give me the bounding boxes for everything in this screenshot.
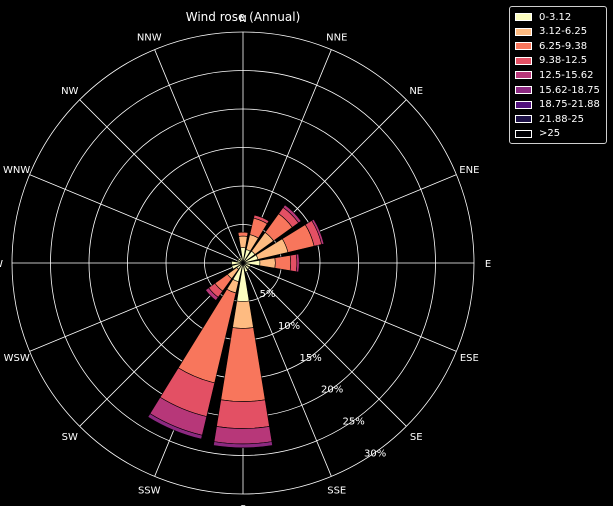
legend-swatch [515,42,532,51]
wind-bar-segment [289,254,298,272]
direction-label: WNW [3,165,30,176]
wind-bar-segment [238,235,248,249]
legend-swatch [515,129,532,138]
radial-tick-label: 25% [343,417,365,428]
legend-label: 9.38-12.5 [539,55,588,67]
wind-bar-segment [274,255,292,271]
legend-label: 21.88-25 [539,113,584,125]
labels-layer: N NNE NE ENE E ESE SE SSE S SSW SW WSW W WNW NW NNW 5% 10… [0,14,491,506]
radial-tick-label: 30% [364,449,386,460]
grid-spoke [242,262,407,427]
radial-tick-label: 20% [321,385,343,396]
legend-label: 15.62-18.75 [539,84,600,96]
legend-item: 3.12-6.25 [515,25,587,39]
direction-label: WSW [4,353,30,364]
legend-item: 6.25-9.38 [515,39,587,53]
direction-label: ESE [460,353,479,364]
direction-label: SE [410,432,423,443]
wind-bar-segment [205,287,219,301]
wind-bar-segment [232,300,254,329]
grid-spoke [242,262,457,352]
direction-label: NE [409,86,423,97]
grid-spoke [79,99,244,264]
wind-bar-segment [239,256,244,264]
legend: 0-3.12 3.12-6.25 6.25-9.38 9.38-12.5 12.5-15… [509,6,607,144]
legend-item: 0-3.12 [515,10,571,24]
legend-swatch [515,100,532,109]
direction-label: SW [62,432,78,443]
legend-item: 12.5-15.62 [515,68,594,82]
wind-bar-segment [311,218,325,245]
direction-label: E [485,259,491,270]
grid-spoke [154,49,244,264]
grid-spoke [29,262,244,352]
wind-bar-segment [216,399,270,429]
legend-label: 3.12-6.25 [539,26,588,38]
direction-label: SSE [327,485,346,496]
legend-swatch [515,56,532,65]
bars-layer [147,204,325,449]
legend-label: 6.25-9.38 [539,40,588,52]
legend-swatch [515,27,532,36]
direction-label: NNE [326,33,347,44]
direction-label: ENE [459,165,479,176]
chart-title: Wind rose (Annual) [186,10,301,24]
direction-label: N [239,14,246,25]
legend-swatch [515,13,532,21]
wind-bar-segment [213,426,273,445]
radial-tick-label: 10% [278,321,300,332]
grid-spoke [242,262,332,477]
wind-bar-segment [295,253,300,273]
radial-tick-label: 15% [299,353,321,364]
direction-label: NW [61,86,78,97]
legend-item: 18.75-21.88 [515,98,600,112]
direction-label: S [240,504,246,506]
grid-spoke [29,174,244,264]
legend-label: 12.5-15.62 [539,69,594,81]
legend-item: 21.88-25 [515,112,584,126]
legend-swatch [515,115,532,124]
legend-item: 9.38-12.5 [515,54,587,68]
direction-label: NNW [137,33,162,44]
legend-swatch [515,86,532,94]
legend-label: 0-3.12 [539,11,572,23]
wind-bar-segment [259,257,276,269]
direction-label: SSW [138,485,161,496]
wind-bar-segment [282,204,302,224]
legend-label: 18.75-21.88 [539,99,600,111]
wind-bar-segment [213,441,273,449]
legend-swatch [515,71,532,80]
legend-item: >25 [515,127,560,141]
wind-bar-segment [237,231,249,237]
direction-label: W [0,259,3,270]
legend-item: 15.62-18.75 [515,83,600,97]
radial-tick-label: 5% [260,289,276,300]
wind-bar-segment [147,413,203,440]
wind-bar-segment [253,214,270,225]
legend-label: >25 [539,128,561,140]
